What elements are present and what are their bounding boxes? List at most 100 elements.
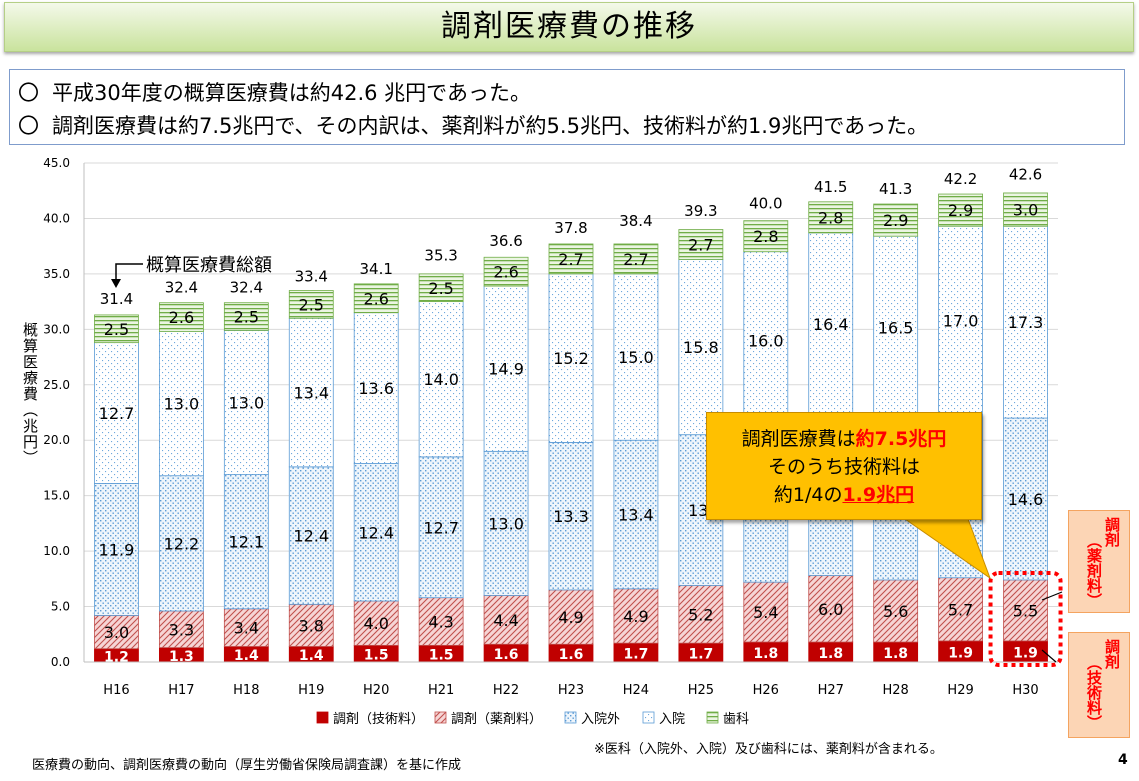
callout-total-value: 約7.5兆円 <box>855 428 947 450</box>
data-label-outpatient: 12.7 <box>423 518 459 537</box>
bar-dental-H16 <box>94 314 139 344</box>
bar-outpatient-H17 <box>158 475 204 612</box>
data-label-inpatient: 17.0 <box>943 311 979 330</box>
legend-label-dental: 歯科 <box>723 712 749 727</box>
data-label-dental: 2.9 <box>948 201 973 220</box>
summary-line-2: 〇調剤医療費は約7.5兆円で、その内訳は、薬剤料が約5.5兆円、技術料が約1.9… <box>18 110 928 140</box>
data-label-tech: 1.6 <box>494 647 519 663</box>
bar-inpatient-H28 <box>873 235 919 420</box>
data-label-outpatient: 13.0 <box>488 514 524 533</box>
data-label-tech: 1.3 <box>169 649 194 665</box>
legend-swatch-inpatient <box>642 711 655 724</box>
bar-drug-H29 <box>938 577 983 642</box>
legend-swatch-tech <box>316 711 329 724</box>
data-label-drug: 5.4 <box>753 603 778 622</box>
data-label-drug: 5.7 <box>948 600 973 619</box>
data-label-tech: 1.8 <box>753 646 778 662</box>
bar-dental-H20 <box>353 283 399 314</box>
data-label-outpatient: 12.2 <box>164 534 200 553</box>
bar-dental-H27 <box>808 201 854 234</box>
bar-outpatient-H23 <box>548 442 594 591</box>
data-label-tech: 1.9 <box>948 645 973 661</box>
bar-inpatient-H18 <box>223 330 269 475</box>
total-label: 35.3 <box>424 247 457 265</box>
bar-inpatient-H19 <box>288 317 334 468</box>
summary-text-1: 平成30年度の概算医療費は約42.6 兆円であった。 <box>52 81 531 105</box>
bar-drug-H28 <box>873 579 919 643</box>
x-tick-label: H18 <box>233 683 259 698</box>
total-label: 38.4 <box>619 212 652 230</box>
total-label: 34.1 <box>359 260 392 278</box>
summary-text-2: 調剤医療費は約7.5兆円で、その内訳は、薬剤料が約5.5兆円、技術料が約1.9兆… <box>52 114 929 138</box>
pointer-arrow-drug <box>1041 591 1063 601</box>
callout-tech-value: 1.9兆円 <box>842 484 915 506</box>
data-label-drug: 3.8 <box>299 616 324 635</box>
footnote: ※医科（入院外、入院）及び歯科には、薬剤料が含まれる。 <box>594 742 943 757</box>
bar-inpatient-H23 <box>548 273 594 443</box>
data-label-outpatient: 14.6 <box>1008 490 1044 509</box>
data-label-drug: 5.2 <box>688 605 713 624</box>
side-label-drug: 調剤 （薬剤料） <box>1068 510 1130 613</box>
legend-swatch-drug <box>434 711 447 724</box>
x-tick-label: H25 <box>688 683 714 698</box>
data-label-dental: 2.8 <box>753 227 778 246</box>
pointer-arrow-tech <box>1041 649 1057 663</box>
data-label-dental: 3.0 <box>1013 201 1038 220</box>
total-label: 39.3 <box>684 202 717 220</box>
page-number: 4 <box>1118 752 1128 768</box>
total-label: 32.4 <box>230 279 263 297</box>
callout-line-2: そのうち技術料は <box>767 456 920 478</box>
total-label: 42.6 <box>1009 166 1042 184</box>
bar-outpatient-H21 <box>418 456 464 599</box>
bar-dental-H23 <box>548 243 594 275</box>
bar-dental-H18 <box>223 302 269 331</box>
data-label-drug: 4.0 <box>363 614 388 633</box>
data-label-inpatient: 13.0 <box>229 394 265 413</box>
data-label-drug: 3.4 <box>234 619 259 638</box>
data-label-inpatient: 16.0 <box>748 331 784 350</box>
highlight-dotted-box <box>988 571 1063 667</box>
data-label-inpatient: 15.8 <box>683 338 719 357</box>
annotation-arrowhead-icon <box>111 279 121 288</box>
data-label-tech: 1.6 <box>559 647 584 663</box>
bar-drug-H25 <box>678 585 724 644</box>
y-tick-label: 30.0 <box>43 322 70 336</box>
side-label-tech: 調剤 （技術料） <box>1068 632 1130 738</box>
page-title: 調剤医療費の推移 <box>441 9 697 44</box>
x-tick-label: H22 <box>493 683 519 698</box>
annotation-arrow-line <box>115 263 143 281</box>
data-label-dental: 2.5 <box>104 320 129 339</box>
data-label-tech: 1.7 <box>624 647 649 663</box>
data-label-inpatient: 12.7 <box>99 404 135 423</box>
bar-inpatient-H21 <box>418 301 464 458</box>
total-label: 40.0 <box>749 194 782 212</box>
y-tick-label: 20.0 <box>43 433 70 447</box>
callout-line-1: 調剤医療費は約7.5兆円 <box>741 428 947 450</box>
y-tick-label: 40.0 <box>43 211 70 225</box>
bar-outpatient-H16 <box>94 483 139 616</box>
bar-dental-H21 <box>418 273 464 303</box>
data-label-tech: 1.5 <box>364 648 389 664</box>
x-tick-label: H21 <box>428 683 454 698</box>
data-label-dental: 2.6 <box>169 308 194 327</box>
data-label-outpatient: 12.4 <box>293 527 329 546</box>
bar-dental-H30 <box>1003 192 1048 227</box>
bar-inpatient-H20 <box>353 312 399 464</box>
y-tick-label: 0.0 <box>51 655 70 669</box>
x-tick-label: H28 <box>883 683 909 698</box>
data-label-drug: 6.0 <box>818 600 843 619</box>
bar-drug-H24 <box>613 588 659 644</box>
data-label-inpatient: 15.0 <box>618 348 654 367</box>
data-label-tech: 1.9 <box>1013 645 1038 661</box>
data-label-inpatient: 17.3 <box>1008 313 1044 332</box>
data-label-inpatient: 16.5 <box>878 319 914 338</box>
callout-box: 調剤医療費は約7.5兆円 そのうち技術料は 約1/4の1.9兆円 <box>706 412 982 520</box>
data-label-dental: 2.7 <box>688 236 713 255</box>
data-label-dental: 2.7 <box>558 250 583 269</box>
x-tick-label: H20 <box>363 683 389 698</box>
bar-drug-H18 <box>223 608 269 647</box>
bar-outpatient-H18 <box>223 474 269 610</box>
data-label-drug: 3.3 <box>169 620 194 639</box>
data-label-outpatient: 13.4 <box>618 506 654 525</box>
bar-inpatient-H27 <box>808 232 854 416</box>
